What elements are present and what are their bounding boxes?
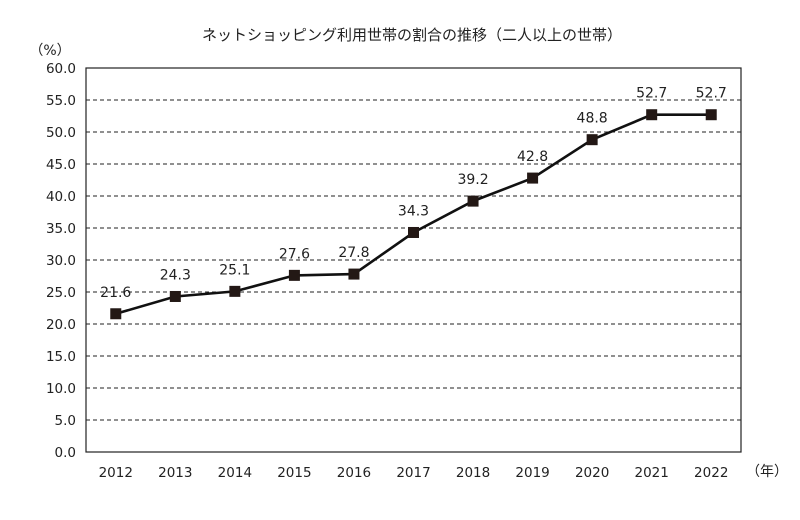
data-point-marker [169,290,181,302]
x-tick-label: 2014 [218,465,252,481]
y-tick-label: 45.0 [46,157,76,173]
y-tick-label: 35.0 [46,221,76,237]
x-axis-unit-label: （年） [746,464,788,480]
x-tick-label: 2019 [515,465,549,481]
plot-frame [85,67,742,453]
data-label: 21.6 [100,285,131,301]
data-point-marker [586,134,598,146]
x-tick-label: 2021 [635,465,669,481]
data-point-marker [229,285,241,297]
y-tick-label: 5.0 [55,413,76,429]
chart-title: ネットショッピング利用世帯の割合の推移（二人以上の世帯） [202,26,622,44]
data-label: 34.3 [398,203,429,219]
x-tick-label: 2020 [575,465,609,481]
x-tick-label: 2018 [456,465,490,481]
data-label: 48.8 [577,111,608,127]
data-labels: 21.6 24.3 25.1 27.6 27.8 34.3 39.2 42.8 48.8 52.7… [100,86,727,301]
series-layer [110,109,717,320]
x-tick-label: 2012 [99,465,133,481]
y-tick-label: 60.0 [46,61,76,77]
data-point-marker [110,308,122,320]
data-label: 27.6 [279,246,310,262]
data-label: 52.7 [696,86,727,102]
y-tick-label: 40.0 [46,189,76,205]
x-tick-label: 2015 [277,465,311,481]
y-tick-label: 15.0 [46,349,76,365]
data-point-marker [408,226,419,238]
y-axis-unit-label: （%） [29,43,70,59]
x-tick-label: 2016 [337,465,371,481]
data-point-marker [467,195,479,207]
data-label: 42.8 [517,149,548,165]
data-label: 24.3 [160,267,191,283]
data-label: 27.8 [338,245,369,261]
gridlines [86,99,741,421]
y-tick-label: 0.0 [55,445,76,461]
y-tick-label: 10.0 [46,381,76,397]
data-point-marker [527,172,539,184]
y-axis-ticks: 60.0 55.0 50.0 45.0 40.0 35.0 30.0 25.0 20.0 15.0… [46,61,76,461]
data-label: 39.2 [457,172,488,188]
data-point-marker [705,109,717,121]
y-tick-label: 25.0 [46,285,76,301]
y-tick-label: 20.0 [46,317,76,333]
x-tick-label: 2013 [158,465,192,481]
data-point-marker [646,109,658,121]
data-point-marker [348,268,360,280]
data-label: 25.1 [219,262,250,278]
y-tick-label: 50.0 [46,125,76,141]
x-tick-label: 2022 [694,465,728,481]
data-label: 52.7 [636,86,667,102]
x-tick-label: 2017 [396,465,430,481]
x-axis-ticks: 2012 2013 2014 2015 2016 2017 2018 2019 2020 2021… [99,465,729,481]
data-point-marker [288,269,300,281]
y-tick-label: 55.0 [46,93,76,109]
y-tick-label: 30.0 [46,253,76,269]
